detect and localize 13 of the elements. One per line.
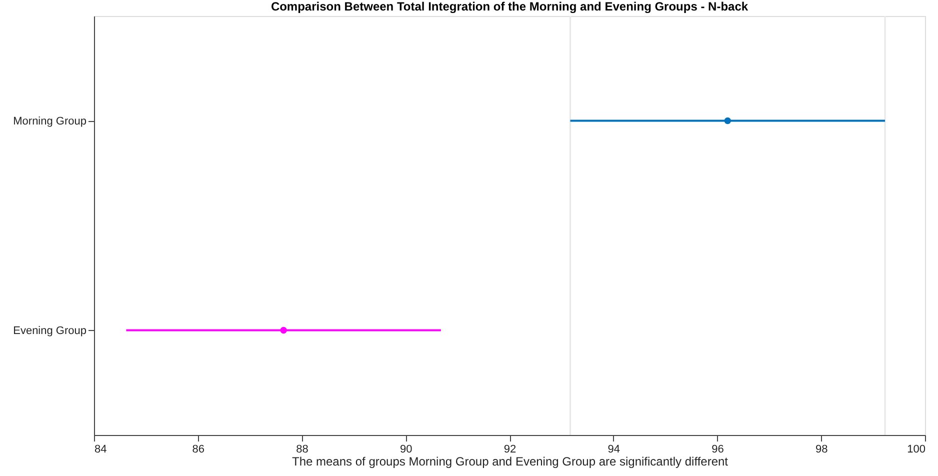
x-tick-label: 84 (94, 444, 107, 456)
x-tick-label: 90 (400, 444, 412, 456)
x-axis-title: The means of groups Morning Group and Evening Group are significantly different (292, 454, 729, 468)
x-tick-label: 100 (907, 444, 926, 456)
x-tick-label: 98 (816, 444, 828, 456)
x-tick-label: 92 (504, 444, 516, 456)
x-tick-label: 88 (296, 444, 308, 456)
x-tick-label: 96 (712, 444, 724, 456)
y-tick-label: Evening Group (13, 324, 86, 337)
chart-title: Comparison Between Total Integration of the Morning and Evening Groups - N-back (270, 0, 748, 14)
y-tick-label: Morning Group (13, 115, 86, 128)
x-tick-label: 94 (608, 444, 620, 456)
x-tick-label: 86 (192, 444, 204, 456)
